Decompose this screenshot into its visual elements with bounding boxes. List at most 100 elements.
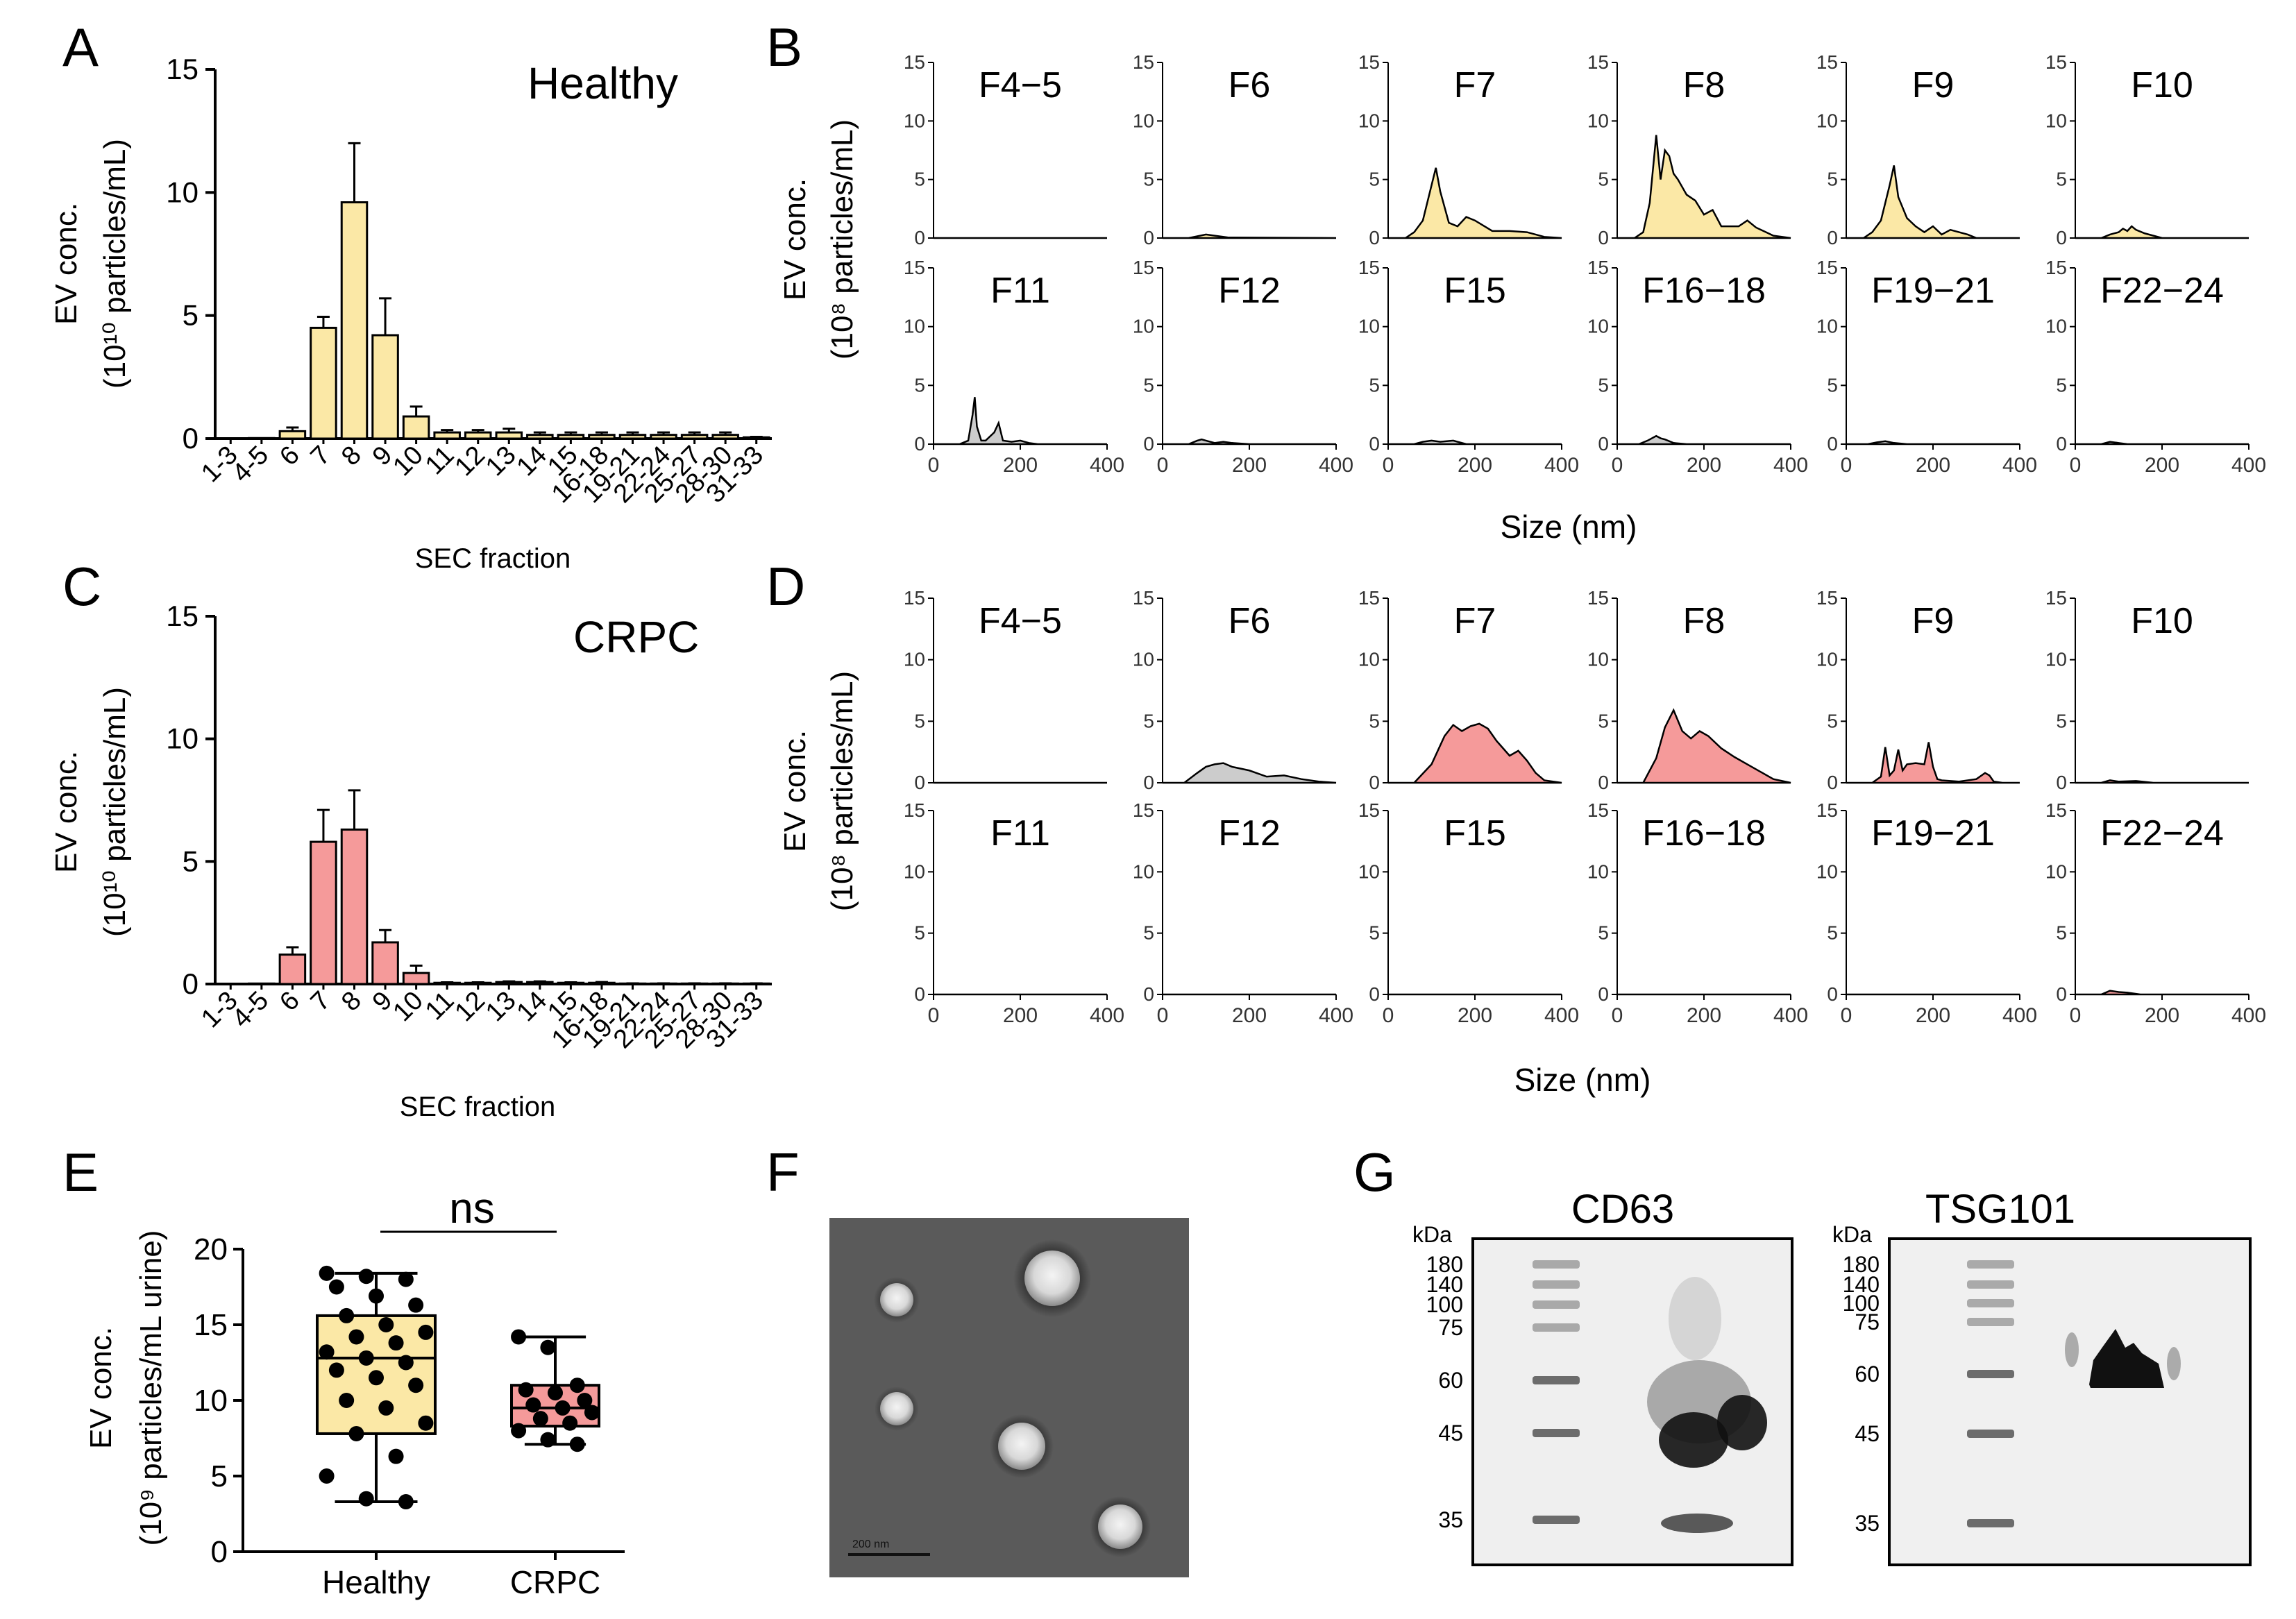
size-distribution-subplot: 0 5 10 15 F4−5 bbox=[904, 51, 1107, 248]
x-tick-label: 6 bbox=[274, 441, 305, 472]
y-tick-label: 15 bbox=[1133, 51, 1154, 73]
y-tick-label: 5 bbox=[1598, 374, 1609, 396]
y-tick-label: 5 bbox=[1827, 169, 1838, 190]
size-distribution-subplot: 0 5 10 15 0 200 400 F16−18 bbox=[1587, 799, 1808, 1027]
scale-bar-label: 200 nm bbox=[852, 1539, 889, 1550]
data-point bbox=[408, 1297, 424, 1313]
data-point bbox=[388, 1448, 404, 1464]
bar bbox=[464, 431, 492, 440]
panel-d-size-distributions: 0 5 10 15 F4−5 0 5 10 15 F6 0 5 10 15 F7 0 5 10 15 F8 0 5 10 15… bbox=[904, 587, 2266, 1027]
subplot-label: F10 bbox=[2131, 601, 2193, 641]
distribution-area bbox=[1388, 167, 1562, 239]
x-tick-label: 400 bbox=[2231, 1004, 2266, 1027]
y-tick-label: 15 bbox=[1133, 257, 1154, 278]
y-tick-label: 10 bbox=[1358, 110, 1380, 131]
distribution-area bbox=[1163, 438, 1336, 446]
box-group: CRPC bbox=[510, 1329, 600, 1600]
data-point bbox=[540, 1339, 556, 1355]
data-point bbox=[540, 1432, 556, 1448]
x-tick-label: 400 bbox=[1319, 1004, 1353, 1027]
size-distribution-subplot: 0 5 10 15 F6 bbox=[1133, 51, 1337, 248]
subplot-label: F8 bbox=[1683, 65, 1725, 105]
y-tick-label: 5 bbox=[1143, 169, 1154, 190]
distribution-area bbox=[1846, 742, 2020, 784]
subplot-label: F7 bbox=[1454, 601, 1496, 641]
x-tick-label: 0 bbox=[1612, 1004, 1623, 1027]
bar bbox=[433, 431, 461, 440]
y-tick-label: 0 bbox=[211, 1535, 228, 1569]
y-tick-label: 5 bbox=[1143, 922, 1154, 944]
y-tick-label: 10 bbox=[1133, 110, 1154, 131]
y-tick-label: 15 bbox=[1133, 587, 1154, 609]
panel-e-ylabel-top: EV conc. bbox=[84, 1327, 118, 1449]
y-tick-label: 10 bbox=[1358, 316, 1380, 337]
data-point bbox=[525, 1397, 541, 1413]
y-tick-label: 15 bbox=[1587, 51, 1609, 73]
data-point bbox=[328, 1279, 344, 1295]
ladder-lane bbox=[1533, 1260, 1580, 1524]
data-point bbox=[518, 1382, 534, 1398]
panel-b-ylabel-top: EV conc. bbox=[778, 178, 812, 300]
x-tick-label: CRPC bbox=[510, 1564, 600, 1600]
x-tick-label: 8 bbox=[336, 441, 367, 472]
data-point bbox=[398, 1494, 414, 1510]
ladder-lane bbox=[1967, 1260, 2014, 1527]
kda-marker-label: 180 bbox=[1426, 1252, 1463, 1277]
ladder-band bbox=[1967, 1519, 2014, 1527]
y-tick-label: 5 bbox=[2056, 922, 2067, 944]
data-point bbox=[378, 1400, 394, 1416]
size-distribution-subplot: 0 5 10 15 0 200 400 F15 bbox=[1358, 799, 1579, 1027]
subplot-label: F6 bbox=[1229, 601, 1271, 641]
y-tick-label: 0 bbox=[2056, 433, 2067, 455]
subplot-label: F11 bbox=[990, 813, 1050, 854]
ladder-band bbox=[1967, 1318, 2014, 1326]
y-tick-label: 15 bbox=[1133, 799, 1154, 821]
kda-marker-label: 35 bbox=[1855, 1511, 1880, 1536]
data-point bbox=[319, 1344, 335, 1360]
data-point bbox=[339, 1393, 355, 1408]
kda-marker-label: 75 bbox=[1855, 1309, 1880, 1334]
bar bbox=[248, 982, 276, 985]
data-point bbox=[319, 1468, 335, 1484]
y-tick-label: 10 bbox=[1133, 316, 1154, 337]
y-tick-label: 15 bbox=[1358, 587, 1380, 609]
y-tick-label: 5 bbox=[183, 845, 199, 877]
x-tick-label: 0 bbox=[1157, 454, 1169, 477]
bar bbox=[495, 431, 523, 440]
data-point bbox=[511, 1423, 527, 1439]
size-distribution-subplot: 0 5 10 15 0 200 400 F22−24 bbox=[2045, 257, 2266, 477]
y-tick-label: 10 bbox=[2045, 861, 2067, 882]
data-point bbox=[511, 1329, 527, 1345]
y-tick-label: 0 bbox=[1598, 227, 1609, 248]
data-point bbox=[348, 1425, 364, 1441]
x-tick-label: 8 bbox=[336, 986, 367, 1017]
subplot-label: F6 bbox=[1229, 65, 1271, 105]
y-tick-label: 0 bbox=[2056, 983, 2067, 1005]
x-tick-label: 200 bbox=[1687, 1004, 1721, 1027]
x-tick-label: 200 bbox=[2145, 454, 2179, 477]
distribution-area bbox=[2075, 225, 2249, 239]
y-tick-label: 15 bbox=[1816, 587, 1838, 609]
subplot-label: F19−21 bbox=[1871, 271, 1995, 311]
y-tick-label: 0 bbox=[2056, 227, 2067, 248]
y-tick-label: 10 bbox=[1358, 649, 1380, 670]
bar bbox=[402, 972, 430, 985]
tem-micrograph: 200 nm bbox=[829, 1218, 1189, 1577]
panel-letter-B: B bbox=[766, 17, 802, 78]
y-tick-label: 5 bbox=[1827, 374, 1838, 396]
x-tick-label: 200 bbox=[1232, 454, 1267, 477]
y-tick-label: 15 bbox=[2045, 51, 2067, 73]
y-tick-label: 5 bbox=[1598, 169, 1609, 190]
subplot-label: F12 bbox=[1218, 813, 1281, 854]
size-distribution-subplot: 0 5 10 15 0 200 400 F22−24 bbox=[2045, 799, 2266, 1027]
x-tick-label: 7 bbox=[305, 441, 337, 472]
y-tick-label: 5 bbox=[2056, 710, 2067, 731]
y-tick-label: 5 bbox=[1369, 374, 1380, 396]
bar bbox=[650, 434, 677, 440]
subplot-label: F9 bbox=[1912, 601, 1955, 641]
y-tick-label: 10 bbox=[166, 176, 199, 208]
y-tick-label: 10 bbox=[904, 649, 925, 670]
ladder-band bbox=[1533, 1429, 1580, 1437]
